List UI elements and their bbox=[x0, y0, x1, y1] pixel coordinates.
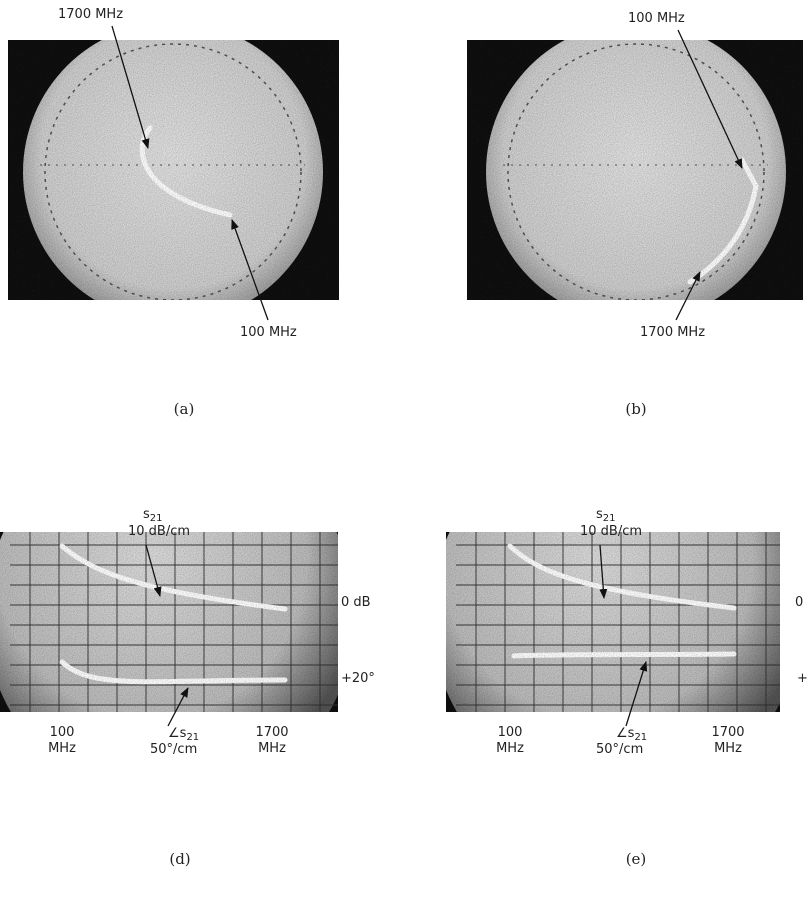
smith-photo bbox=[467, 40, 803, 300]
trace-label: s21 bbox=[143, 507, 163, 524]
start-frequency: MHz bbox=[48, 741, 76, 756]
trace-scale: 50°/cm bbox=[596, 742, 643, 757]
panel-b: 100 MHz 1700 MHz (b) bbox=[467, 11, 803, 418]
panel-e: s21 10 dB/cm 0 + 100 MHz ∠s21 50°/cm 170… bbox=[446, 507, 808, 868]
annotation: 1700 MHz bbox=[58, 7, 123, 22]
start-frequency: MHz bbox=[496, 741, 524, 756]
trace-scale: 50°/cm bbox=[150, 742, 197, 757]
stop-frequency: 1700 bbox=[255, 725, 288, 740]
panel-caption: (b) bbox=[625, 400, 646, 418]
stop-frequency: 1700 bbox=[711, 725, 744, 740]
stop-frequency: MHz bbox=[714, 741, 742, 756]
annotation: 100 MHz bbox=[628, 11, 685, 26]
smith-photo bbox=[8, 40, 339, 300]
panel-caption: (e) bbox=[626, 850, 647, 868]
panel-a: 1700 MHz 100 MHz (a) bbox=[8, 7, 339, 418]
reference-level: 0 dB bbox=[341, 595, 371, 610]
scope-photo bbox=[446, 532, 780, 712]
trace-label: s21 bbox=[596, 507, 616, 524]
start-frequency: 100 bbox=[498, 725, 523, 740]
graticule bbox=[456, 532, 780, 712]
panel-caption: (d) bbox=[169, 850, 190, 868]
start-frequency: 100 bbox=[50, 725, 75, 740]
trace-scale: 10 dB/cm bbox=[580, 524, 642, 539]
scope-photo bbox=[0, 532, 338, 712]
trace-label: ∠s21 bbox=[168, 726, 199, 743]
stop-frequency: MHz bbox=[258, 741, 286, 756]
trace-scale: 10 dB/cm bbox=[128, 524, 190, 539]
annotation: 100 MHz bbox=[240, 325, 297, 340]
reference-level: +20° bbox=[341, 671, 375, 686]
graticule bbox=[10, 532, 338, 712]
panel-d: s21 10 dB/cm 0 dB +20° 100 MHz ∠s21 50°/… bbox=[0, 507, 375, 868]
panel-caption: (a) bbox=[174, 400, 195, 418]
annotation: 1700 MHz bbox=[640, 325, 705, 340]
trace-label: ∠s21 bbox=[616, 726, 647, 743]
reference-level: 0 bbox=[795, 595, 803, 610]
reference-level: + bbox=[797, 671, 808, 686]
